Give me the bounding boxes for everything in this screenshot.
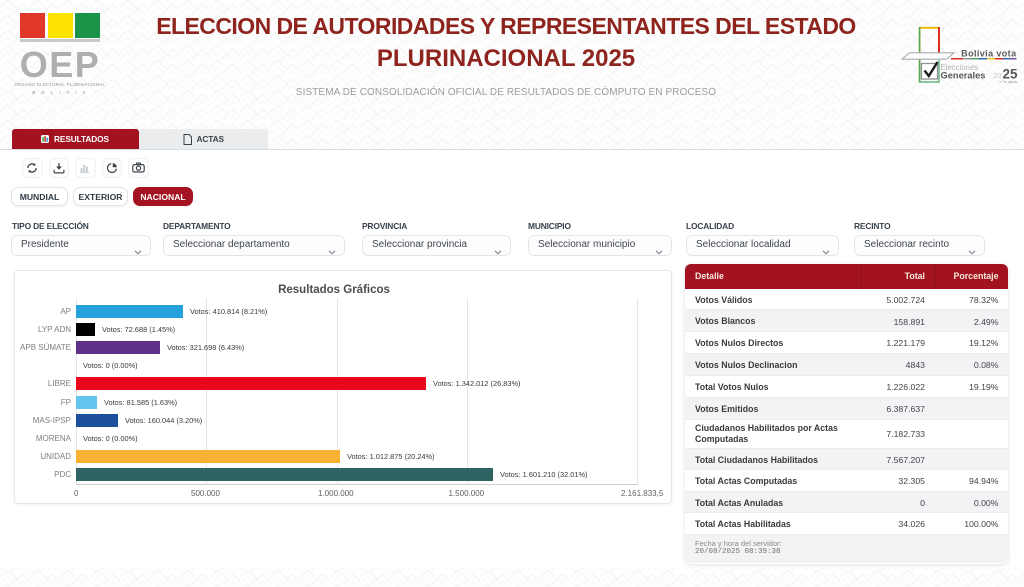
svg-text:25: 25 <box>1002 67 1018 82</box>
svg-text:20: 20 <box>993 71 1001 80</box>
svg-text:Bolivia vota: Bolivia vota <box>961 49 1017 59</box>
svg-text:Elecciones: Elecciones <box>941 63 979 72</box>
svg-text:Generales: Generales <box>941 71 986 81</box>
svg-text:17 de agosto: 17 de agosto <box>999 80 1018 84</box>
